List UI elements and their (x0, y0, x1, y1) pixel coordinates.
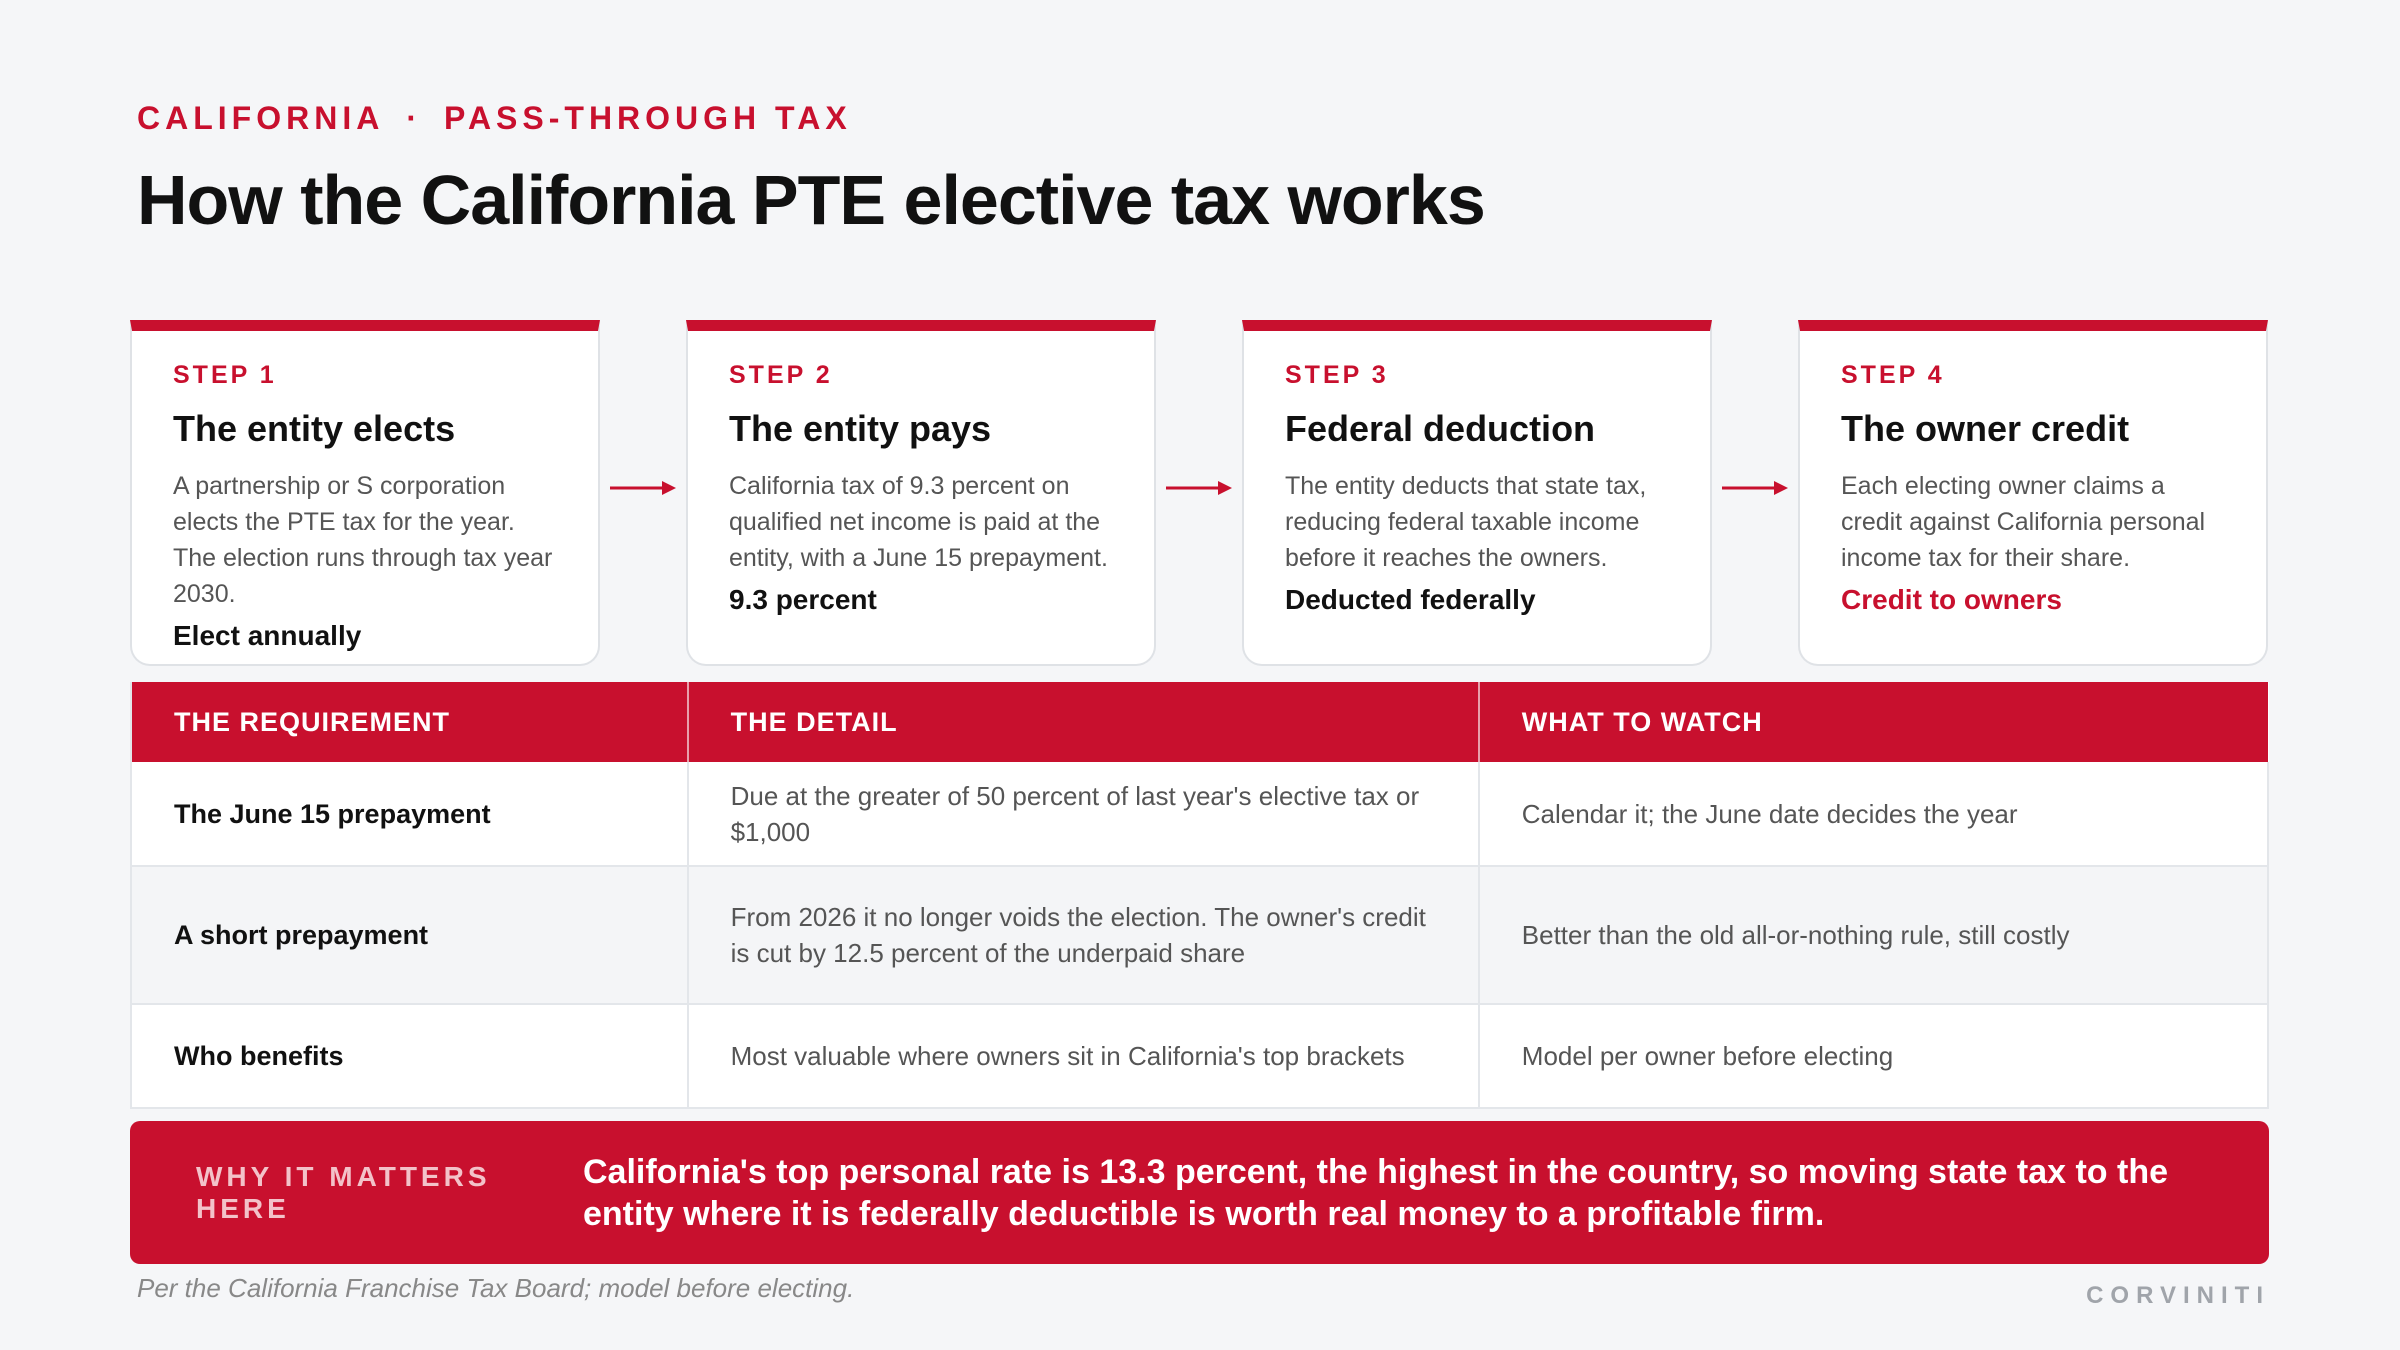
step-heading: The owner credit (1841, 408, 2130, 449)
arrow-right-icon (1166, 481, 1232, 495)
step-card-1: STEP 1 The entity elects A partnership o… (130, 320, 600, 666)
step-heading: The entity pays (729, 408, 992, 449)
table-row: A short prepayment From 2026 it no longe… (131, 866, 2270, 1005)
page-title: How the California PTE elective tax work… (137, 161, 1486, 239)
table-cell: Better than the old all-or-nothing rule,… (1478, 866, 2270, 1005)
table-cell: Calendar it; the June date decides the y… (1478, 762, 2270, 867)
table-header-row: THE REQUIREMENT THE DETAIL WHAT TO WATCH (131, 682, 2268, 762)
table-cell: Due at the greater of 50 percent of last… (687, 762, 1480, 867)
column-header-requirement: THE REQUIREMENT (131, 682, 689, 762)
step-label: STEP 2 (729, 361, 833, 389)
table-cell: A short prepayment (131, 866, 689, 1005)
column-header-detail: THE DETAIL (687, 682, 1480, 762)
why-it-matters-callout: WHY IT MATTERS HERE California's top per… (130, 1121, 2269, 1264)
steps-row: STEP 1 The entity elects A partnership o… (130, 320, 2270, 666)
arrow-right-icon (610, 481, 676, 495)
eyebrow-region: CALIFORNIA (137, 100, 385, 136)
step-label: STEP 3 (1285, 361, 1389, 389)
table-cell: From 2026 it no longer voids the electio… (687, 866, 1480, 1005)
step-body: Each electing owner claims a credit agai… (1841, 472, 2206, 572)
table-cell: Model per owner before electing (1478, 1004, 2270, 1109)
callout-message: California's top personal rate is 13.3 p… (583, 1152, 2169, 1233)
table-cell: Most valuable where owners sit in Califo… (687, 1004, 1480, 1109)
step-note: 9.3 percent (729, 584, 877, 615)
step-label: STEP 1 (173, 361, 277, 389)
arrow-right-icon (1722, 481, 1788, 495)
step-note: Deducted federally (1285, 584, 1536, 615)
step-body: California tax of 9.3 percent on qualifi… (729, 472, 1108, 572)
table-cell: Who benefits (131, 1004, 689, 1109)
table-row: Who benefits Most valuable where owners … (131, 1004, 2270, 1109)
step-heading: Federal deduction (1285, 408, 1596, 449)
eyebrow-topic: PASS-THROUGH TAX (443, 100, 852, 136)
table-row: The June 15 prepayment Due at the greate… (131, 762, 2270, 867)
step-label: STEP 4 (1841, 361, 1945, 389)
eyebrow-separator: · (406, 100, 422, 136)
table-cell: The June 15 prepayment (131, 762, 689, 867)
step-heading: The entity elects (173, 408, 456, 449)
source-footnote: Per the California Franchise Tax Board; … (137, 1273, 855, 1303)
eyebrow: CALIFORNIA · PASS-THROUGH TAX (137, 100, 852, 137)
step-card-4: STEP 4 The owner credit Each electing ow… (1798, 320, 2268, 666)
step-note: Elect annually (173, 620, 362, 651)
step-card-3: STEP 3 Federal deduction The entity dedu… (1242, 320, 1712, 666)
step-body: A partnership or S corporation elects th… (173, 472, 553, 608)
brand-wordmark: CORVINITI (2086, 1282, 2270, 1309)
requirements-table: THE REQUIREMENT THE DETAIL WHAT TO WATCH… (130, 682, 2270, 1109)
step-body: The entity deducts that state tax, reduc… (1285, 472, 1647, 572)
column-header-watch: WHAT TO WATCH (1478, 682, 2268, 762)
callout-tag: WHY IT MATTERS HERE (196, 1160, 491, 1224)
step-card-2: STEP 2 The entity pays California tax of… (686, 320, 1156, 666)
step-note: Credit to owners (1841, 584, 2062, 615)
